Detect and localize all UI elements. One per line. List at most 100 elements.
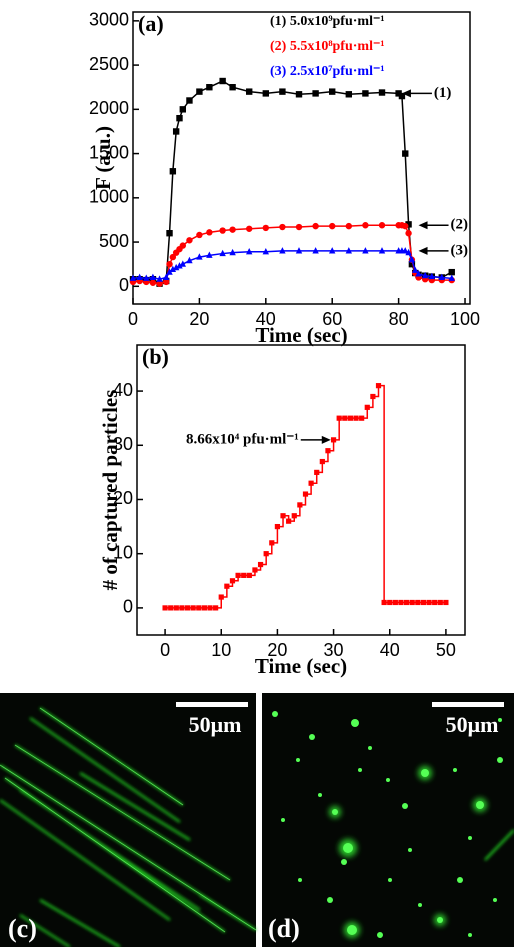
marker [438,273,445,281]
marker [262,224,270,232]
marker [408,255,416,263]
marker [184,605,191,611]
marker [149,273,157,281]
marker [229,578,236,584]
marker [428,272,436,280]
marker [402,247,409,254]
marker [312,222,319,230]
marker [186,97,193,104]
marker [378,89,386,96]
marker [392,599,398,606]
marker [398,599,404,606]
x-tick-label: 50 [436,640,456,660]
marker [336,415,342,421]
y-tick-label: 20 [113,488,133,508]
marker [136,273,143,281]
marker [235,572,241,578]
marker [412,266,419,273]
x-tick-label: 10 [211,640,231,660]
x-axis-label: Time (sec) [255,654,347,678]
panel-title: (b) [142,344,169,369]
x-tick-label: 20 [189,309,209,329]
marker [291,513,297,519]
micrograph-d [262,693,514,947]
marker [359,415,365,421]
x-tick-label: 20 [267,640,287,660]
annotation: 8.66x10⁴ pfu·ml⁻¹ [186,431,299,447]
marker [246,247,253,255]
marker [246,225,253,232]
marker [229,226,236,233]
marker [345,91,353,98]
panel-title: (a) [138,11,164,36]
x-tick-label: 40 [380,640,400,660]
x-tick-label: 0 [128,309,138,329]
marker [196,231,203,239]
marker [246,572,252,578]
annotation: (2) [451,217,469,233]
marker [421,271,429,279]
marker [219,227,226,234]
y-tick-label: 30 [113,434,133,454]
marker [437,599,443,606]
marker [443,599,449,606]
y-tick-label: 0 [123,597,133,617]
marker [162,605,168,611]
panel-label: (d) [268,914,300,943]
chart-panel: 0 10 20 30 40 50 0 10 20 30 40 Time (sec) # of captu… [98,344,466,678]
y-tick-label: 10 [113,542,133,562]
marker [378,222,386,229]
marker [166,230,173,237]
marker [241,572,247,578]
marker [229,84,236,91]
legend-entry: (2) 5.5x10⁸pfu·ml⁻¹ [270,39,385,54]
marker [295,247,303,254]
marker [426,599,432,606]
marker [179,242,187,249]
marker [405,248,412,256]
chart-panel: 0 20 40 60 80 100050010001500200025003000Time… [89,10,480,347]
marker [395,90,402,97]
marker [295,91,303,98]
marker [166,268,173,275]
y-tick-label: 2500 [89,54,129,74]
marker [129,274,137,281]
marker [308,480,314,486]
x-tick-label: 60 [322,309,342,329]
x-tick-label: 30 [324,640,344,660]
marker [279,223,286,231]
annotation-arrowhead [321,435,331,444]
micrograph-c [0,693,257,947]
marker [207,605,213,611]
marker [176,262,183,269]
marker [370,393,376,400]
marker [176,114,183,122]
x-tick-label: 40 [256,309,276,329]
marker [286,518,292,524]
legend-entry: (3) 2.5x10⁷pfu·ml⁻¹ [270,64,385,79]
marker [156,275,163,282]
annotation: (3) [451,242,469,258]
marker [375,383,382,389]
annotation-arrowhead [401,89,411,98]
marker [168,605,174,611]
marker [312,90,319,97]
marker [312,247,319,254]
marker [381,599,387,606]
marker [206,229,213,236]
marker [156,280,163,287]
marker [403,599,410,606]
marker [387,599,393,606]
marker [325,448,331,454]
marker [257,561,264,568]
y-tick-label: 500 [99,231,129,251]
marker [163,273,170,281]
x-tick-label: 100 [450,309,480,329]
marker [432,599,438,606]
marker [196,88,203,95]
marker [173,605,179,611]
marker [196,605,202,611]
x-axis-label: Time (sec) [255,323,347,347]
marker [163,278,170,286]
marker [405,221,412,228]
